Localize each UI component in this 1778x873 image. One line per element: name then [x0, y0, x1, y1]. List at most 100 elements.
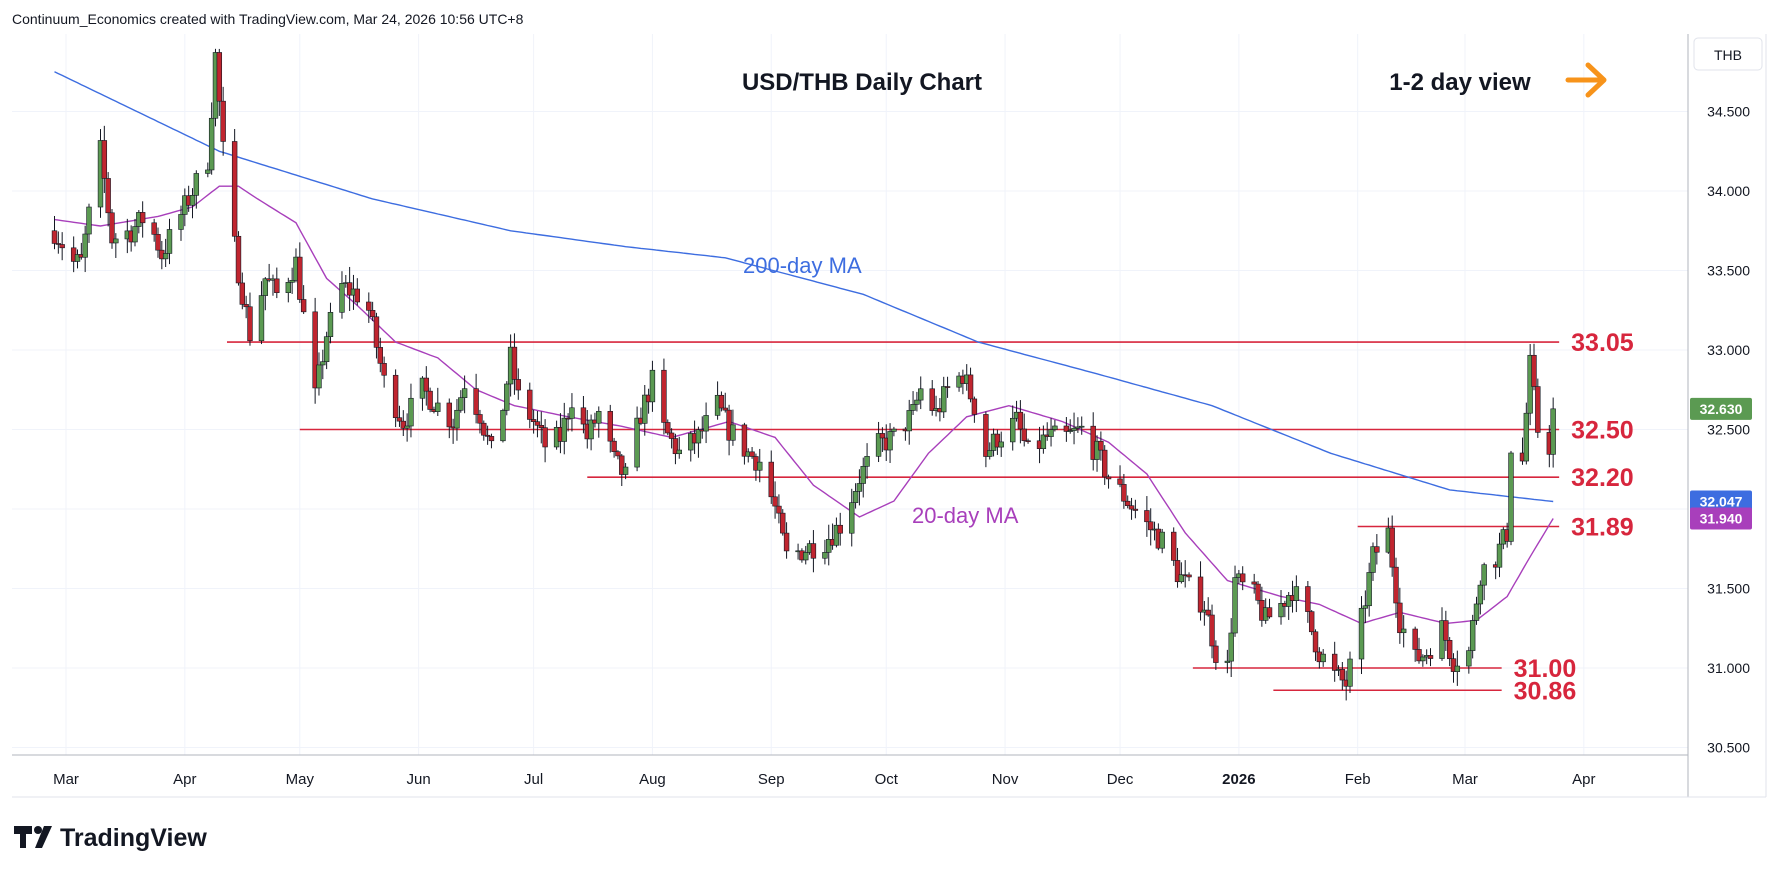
plot-area[interactable]	[12, 34, 1688, 755]
candle-up	[918, 388, 924, 401]
candle-down	[274, 278, 280, 293]
candle-down	[668, 432, 675, 439]
candle-down	[139, 212, 146, 224]
candle-down	[619, 455, 625, 475]
candle-down	[392, 374, 399, 419]
y-tick-label: 31.000	[1707, 660, 1750, 676]
candle-up	[849, 502, 855, 534]
candle-down	[1251, 581, 1257, 585]
price-badge-label: 32.630	[1700, 401, 1743, 417]
tradingview-logo: TradingView	[14, 824, 207, 852]
candle-up	[642, 394, 648, 424]
candle-up	[856, 483, 863, 492]
candle-up	[193, 173, 200, 196]
candle-up	[1466, 650, 1472, 667]
tradingview-logo-text: TradingView	[60, 824, 207, 852]
candle-down	[879, 433, 886, 439]
candle-up	[461, 388, 468, 398]
x-tick-label: Mar	[53, 771, 79, 788]
candle-up	[822, 552, 828, 559]
candle-down	[477, 414, 483, 424]
candle-down	[1148, 521, 1154, 531]
level-label: 33.05	[1571, 329, 1634, 357]
tradingview-logo-icon	[14, 826, 52, 848]
candle-down	[151, 222, 157, 235]
candle-up	[1293, 586, 1300, 601]
candle-down	[1412, 628, 1418, 650]
candle-up	[82, 233, 88, 258]
candle-up	[1320, 653, 1326, 663]
candle-down	[780, 512, 786, 534]
candle-down	[929, 388, 935, 411]
y-tick-label: 34.000	[1707, 183, 1750, 199]
candle-down	[511, 346, 518, 380]
price-badge	[1690, 490, 1752, 513]
candle-up	[1420, 656, 1426, 662]
candle-down	[944, 386, 951, 388]
chart-title: USD/THB Daily Chart	[742, 69, 982, 96]
candle-down	[515, 379, 521, 391]
grid-lines	[12, 34, 1688, 755]
x-tick-label: May	[286, 771, 315, 788]
candle-up	[588, 419, 594, 440]
candle-down	[741, 424, 748, 457]
candle-up	[649, 369, 656, 403]
candle-up	[132, 226, 138, 243]
candle-down	[377, 347, 383, 364]
candle-up	[1400, 628, 1407, 634]
candle-up	[504, 383, 510, 411]
candle-down	[400, 420, 406, 429]
candle-up	[189, 195, 196, 206]
candle-up	[1508, 452, 1514, 542]
candle-down	[1205, 609, 1211, 616]
candle-up	[569, 407, 575, 419]
candle-down	[1308, 611, 1315, 633]
candle-up	[1010, 417, 1016, 443]
x-tick-label: Aug	[639, 771, 666, 788]
candle-up	[1358, 607, 1365, 660]
candle-up	[1052, 425, 1058, 430]
candle-down	[59, 244, 65, 249]
price-axis[interactable]: 30.50031.00031.50032.00032.50033.00033.5…	[1707, 104, 1750, 756]
candle-down	[1446, 640, 1453, 660]
candle-down	[231, 141, 238, 237]
candle-up	[113, 238, 119, 244]
candle-down	[1132, 508, 1139, 511]
moving-average-lines	[54, 71, 1554, 625]
candle-up	[500, 410, 506, 442]
candle-up	[730, 424, 736, 441]
candle-down	[396, 417, 403, 422]
candle-up	[316, 364, 322, 389]
candle-up	[875, 433, 882, 457]
candle-up	[454, 409, 460, 429]
candle-down	[481, 422, 487, 436]
candle-down	[300, 299, 307, 313]
y-tick-label: 34.500	[1707, 104, 1750, 120]
candle-down	[1397, 602, 1403, 634]
candle-up	[1071, 427, 1077, 431]
candle-down	[101, 140, 108, 179]
candle-down	[1121, 484, 1127, 502]
ma200-label: 200-day MA	[743, 253, 862, 278]
time-axis[interactable]: Mar Apr May Jun Jul Aug Sep Oct Nov Dec 2026 Feb Mar…	[53, 771, 1595, 788]
candle-down	[1171, 531, 1177, 561]
candle-up	[1178, 574, 1185, 583]
candle-down	[527, 389, 533, 420]
y-tick-label: 31.500	[1707, 581, 1750, 597]
x-tick-label: Jun	[407, 771, 431, 788]
candle-down	[354, 288, 360, 303]
candle-down	[297, 256, 303, 300]
candle-down	[216, 52, 223, 102]
candle-up	[987, 450, 993, 457]
candle-up	[1040, 434, 1047, 450]
currency-box[interactable]	[1693, 37, 1763, 71]
candle-down	[1186, 574, 1192, 578]
candle-down	[607, 411, 613, 442]
candle-down	[810, 543, 817, 559]
attribution-text: Continuum_Economics created with Trading…	[12, 11, 524, 27]
candle-up	[258, 295, 265, 342]
price-badge-label: 32.047	[1700, 494, 1743, 510]
candles	[51, 48, 1556, 701]
y-tick-label: 30.500	[1707, 740, 1750, 756]
